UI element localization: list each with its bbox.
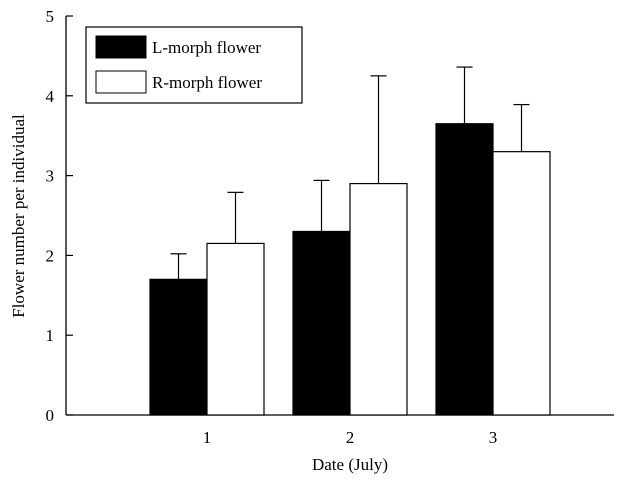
bars bbox=[149, 123, 551, 416]
y-tick-label-3: 3 bbox=[46, 167, 55, 186]
bar-series0-cat1 bbox=[292, 230, 351, 416]
bar-series0-cat2 bbox=[435, 123, 494, 416]
legend-swatch-l-morph bbox=[95, 35, 147, 59]
x-axis-label: Date (July) bbox=[312, 455, 388, 474]
x-tick-label-0: 1 bbox=[203, 428, 212, 447]
y-tick-label-5: 5 bbox=[46, 7, 55, 26]
bar-series1-cat2 bbox=[492, 151, 551, 416]
y-tick-label-0: 0 bbox=[46, 406, 55, 425]
legend-swatch-r-morph bbox=[95, 70, 147, 94]
y-tick-label-4: 4 bbox=[46, 87, 55, 106]
x-tick-label-2: 3 bbox=[489, 428, 498, 447]
bar-series1-cat0 bbox=[206, 242, 265, 416]
x-tick-label-1: 2 bbox=[346, 428, 355, 447]
y-tick-label-1: 1 bbox=[46, 326, 55, 345]
bar-series1-cat1 bbox=[349, 182, 408, 416]
bar-series0-cat0 bbox=[149, 278, 208, 416]
legend-label-l-morph: L-morph flower bbox=[152, 38, 261, 57]
y-axis-label: Flower number per individual bbox=[9, 114, 28, 318]
y-tick-label-2: 2 bbox=[46, 246, 55, 265]
legend-label-r-morph: R-morph flower bbox=[152, 73, 262, 92]
legend: L-morph flower R-morph flower bbox=[85, 26, 303, 104]
error-bars bbox=[170, 66, 530, 280]
y-ticks: 0 1 2 3 4 5 bbox=[46, 7, 73, 425]
